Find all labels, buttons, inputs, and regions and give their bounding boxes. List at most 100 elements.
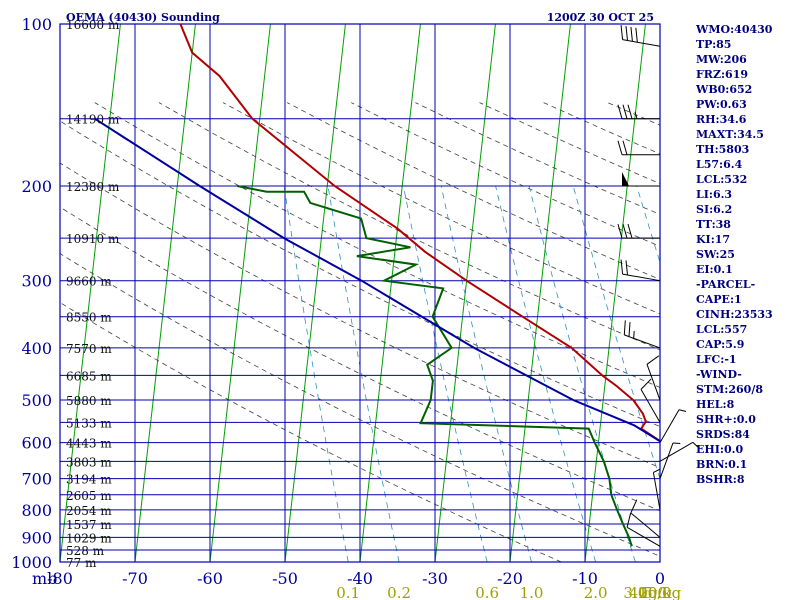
wind-barb-flag	[625, 26, 628, 41]
wind-barb-half-flag	[653, 468, 661, 473]
wind-barb-staff	[659, 441, 694, 462]
temperature-tick-label: -30	[422, 569, 448, 588]
mixing-ratio-label: 2.0	[584, 584, 608, 600]
temperature-tick-label: -60	[197, 569, 223, 588]
mixing-ratio-label: 1.0	[520, 584, 544, 600]
temperature-tick-label: -70	[122, 569, 148, 588]
wind-barb-layer	[617, 25, 699, 547]
temperature-tick-label: -50	[272, 569, 298, 588]
temperature-tick-label: 0	[655, 569, 665, 588]
mixing-ratio-line	[528, 185, 636, 562]
wind-barb	[623, 320, 661, 349]
height-label: 5133 m	[66, 416, 112, 430]
height-label: 2605 m	[66, 489, 112, 503]
wind-barb	[646, 355, 661, 401]
wind-barb-staff	[630, 512, 661, 538]
dewpoint-profile-line	[237, 185, 633, 547]
wind-barb	[622, 171, 660, 187]
indices-panel: WMO:40430 TP:85 MW:206 FRZ:619 WB0:652 PW:0.6…	[696, 22, 800, 487]
index-item: L57:6.4	[696, 158, 743, 171]
pressure-tick-label: 600	[21, 434, 52, 453]
isotherm-line	[134, 24, 196, 562]
height-label: 14190 m	[66, 113, 120, 127]
index-item: BRN:0.1	[696, 458, 748, 471]
pressure-tick-label: 1000	[11, 553, 52, 572]
wind-barb-flag	[623, 320, 626, 335]
index-item: CAPE:1	[696, 293, 742, 306]
wind-barb-flag	[617, 140, 623, 155]
index-item: TT:38	[696, 218, 731, 231]
wind-barb-flag	[627, 223, 633, 239]
index-item: SW:25	[696, 248, 735, 261]
wind-barb-staff	[622, 273, 661, 282]
index-item: SI:6.2	[696, 203, 733, 216]
isotherm-line	[284, 24, 346, 562]
index-item: WMO:40430	[696, 23, 773, 36]
dry-adiabat-line	[94, 102, 660, 388]
wind-barb-staff	[646, 364, 661, 401]
dry-adiabat-line	[222, 102, 660, 315]
dry-adiabat-line	[60, 206, 660, 512]
wind-barb-staff	[640, 389, 661, 423]
mixing-ratio-label: 0.2	[387, 584, 411, 600]
height-label: 7570 m	[66, 342, 112, 356]
mixing-ratio-label: 0.6	[475, 584, 499, 600]
dry-adiabat-line	[60, 253, 660, 557]
dry-adiabat-line	[60, 162, 660, 469]
wind-barb	[652, 468, 661, 510]
mixing-ratio-line	[440, 185, 532, 562]
wind-barb-half-flag	[672, 442, 681, 444]
pressure-tick-label: 300	[21, 272, 52, 291]
index-item: WB0:652	[696, 83, 753, 96]
height-label: 528 m	[66, 544, 105, 558]
temperature-tick-label: -80	[47, 569, 73, 588]
height-label: 10910 m	[66, 232, 120, 246]
wind-barb-flag	[620, 25, 624, 40]
index-item: SRDS:84	[696, 428, 750, 441]
mixing-ratio-label: 3.0	[623, 584, 647, 600]
isotherm-line	[509, 24, 571, 562]
wind-barb-flag	[620, 259, 624, 275]
index-item: EHI:0.0	[696, 443, 744, 456]
wind-barb	[617, 140, 660, 156]
index-item: PW:0.63	[696, 98, 747, 111]
index-item: RH:34.6	[696, 113, 747, 126]
index-item: -PARCEL-	[696, 278, 756, 291]
index-item: LI:6.3	[696, 188, 733, 201]
pressure-axis-label: mb	[32, 569, 57, 588]
index-item: -WIND-	[696, 368, 742, 381]
height-label: 12380 m	[66, 180, 120, 194]
temperature-profile-line	[179, 24, 660, 443]
pressure-tick-label: 800	[21, 501, 52, 520]
index-item: LCL:532	[696, 173, 748, 186]
mixing-ratio-label: 5.0	[643, 584, 667, 600]
dry-adiabat-line	[60, 120, 660, 427]
wind-barb	[620, 259, 661, 282]
wind-barb-flag	[617, 104, 623, 119]
wind-barb-half-flag	[634, 111, 638, 119]
height-label: 3803 m	[66, 455, 112, 469]
index-item: LCL:557	[696, 323, 748, 336]
wind-barb	[617, 104, 660, 120]
index-item: STM:260/8	[696, 383, 763, 396]
temperature-tick-label: -20	[497, 569, 523, 588]
wind-barb-half-flag	[633, 331, 635, 339]
mixing-ratio-label: 20.0	[638, 584, 671, 600]
index-item: HEL:8	[696, 398, 735, 411]
data-layer	[94, 24, 660, 547]
height-label: 77 m	[66, 556, 97, 570]
wind-barb-staff	[624, 334, 661, 349]
wind-barb-half-flag	[692, 441, 699, 448]
height-label: 4443 m	[66, 437, 112, 451]
wind-barb	[659, 441, 699, 462]
isotherm-line	[60, 24, 121, 562]
mixing-ratio-label: 10.0	[638, 584, 671, 600]
wind-barb-staff	[659, 409, 680, 443]
wind-barb-flag	[646, 355, 660, 365]
pressure-tick-label: 400	[21, 339, 52, 358]
height-label: 6685 m	[66, 369, 112, 383]
height-label: 1029 m	[66, 531, 112, 545]
wind-barb	[659, 442, 681, 479]
wind-barb-flag	[622, 223, 628, 239]
